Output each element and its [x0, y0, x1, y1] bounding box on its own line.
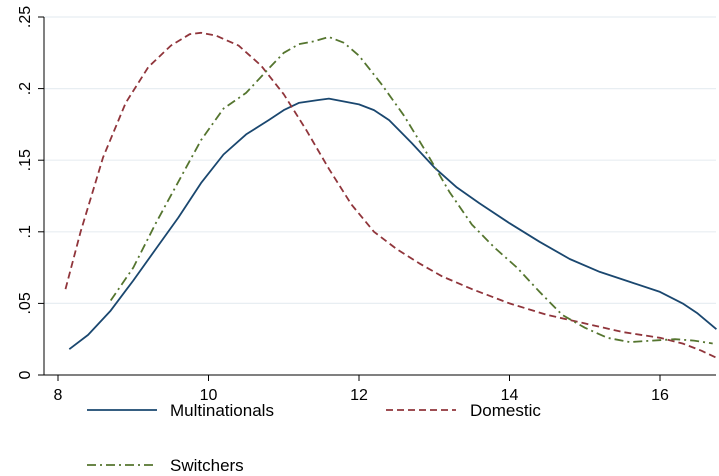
y-tick-label: .05	[17, 292, 34, 314]
axes	[43, 17, 716, 376]
y-tick-label: .2	[17, 82, 34, 95]
series-line-domestic	[64, 31, 717, 359]
legend: Multinationals Domestic Switchers	[87, 401, 541, 475]
y-tick-label: .1	[17, 225, 34, 238]
legend-label-switchers: Switchers	[170, 456, 244, 475]
legend-label-domestic: Domestic	[470, 401, 541, 420]
y-tick-label: .25	[17, 6, 34, 28]
y-tick-label: 0	[17, 370, 34, 379]
x-tick-label: 10	[200, 387, 218, 404]
series-line-switchers	[109, 36, 713, 345]
x-tick-label: 16	[651, 387, 669, 404]
ticks: 0 .05 .1 .15 .2 .25 8 10 12 14 16	[17, 6, 669, 404]
gridlines	[44, 16, 716, 304]
series-line-multinationals	[68, 97, 717, 350]
x-tick-label: 12	[350, 387, 368, 404]
series-lines	[64, 31, 717, 359]
x-tick-label: 8	[54, 387, 63, 404]
legend-label-multinationals: Multinationals	[170, 401, 274, 420]
x-tick-label: 14	[501, 387, 519, 404]
y-tick-label: .15	[17, 149, 34, 171]
